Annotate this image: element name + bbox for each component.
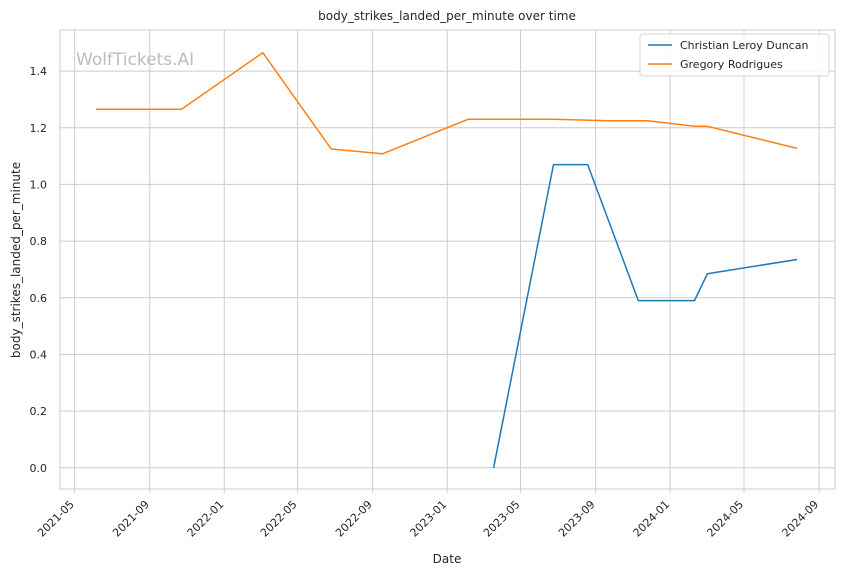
y-ticks: 0.0 0.2 0.4 0.6 0.8 1.0 1.2 1.4 <box>30 65 48 475</box>
x-tick-label: 2023-01 <box>408 498 450 540</box>
x-axis-label: Date <box>433 552 462 566</box>
legend-box <box>639 33 830 77</box>
x-tick-label: 2024-09 <box>780 498 822 540</box>
legend-label-2: Gregory Rodrigues <box>680 58 783 71</box>
x-tick-label: 2022-09 <box>333 498 375 540</box>
legend-label-1: Christian Leroy Duncan <box>680 39 808 52</box>
y-tick-label: 0.2 <box>30 405 48 418</box>
chart-title: body_strikes_landed_per_minute over time <box>318 9 576 23</box>
legend: Christian Leroy Duncan Gregory Rodrigues <box>639 33 830 77</box>
watermark: WolfTickets.AI <box>76 50 194 70</box>
y-tick-label: 1.2 <box>30 122 48 135</box>
x-tick-label: 2024-05 <box>704 498 746 540</box>
x-ticks: 2021-05 2021-09 2022-01 2022-05 2022-09 2023-… <box>35 489 821 540</box>
y-tick-label: 0.4 <box>30 348 48 361</box>
y-tick-label: 1.0 <box>30 178 48 191</box>
y-tick-label: 1.4 <box>30 65 48 78</box>
y-axis-label: body_strikes_landed_per_minute <box>9 162 23 358</box>
y-tick-label: 0.0 <box>30 462 48 475</box>
x-tick-label: 2021-09 <box>110 498 152 540</box>
x-tick-label: 2023-09 <box>556 498 598 540</box>
x-tick-label: 2023-05 <box>481 498 523 540</box>
x-tick-label: 2022-01 <box>185 498 227 540</box>
y-tick-label: 0.8 <box>30 235 48 248</box>
x-tick-label: 2022-05 <box>258 498 300 540</box>
series-line-1 <box>492 163 798 468</box>
x-tick-label: 2021-05 <box>35 498 77 540</box>
x-tick-label: 2024-01 <box>631 498 673 540</box>
series-line-2 <box>96 51 798 155</box>
y-tick-label: 0.6 <box>30 292 48 305</box>
series-group <box>96 51 798 468</box>
